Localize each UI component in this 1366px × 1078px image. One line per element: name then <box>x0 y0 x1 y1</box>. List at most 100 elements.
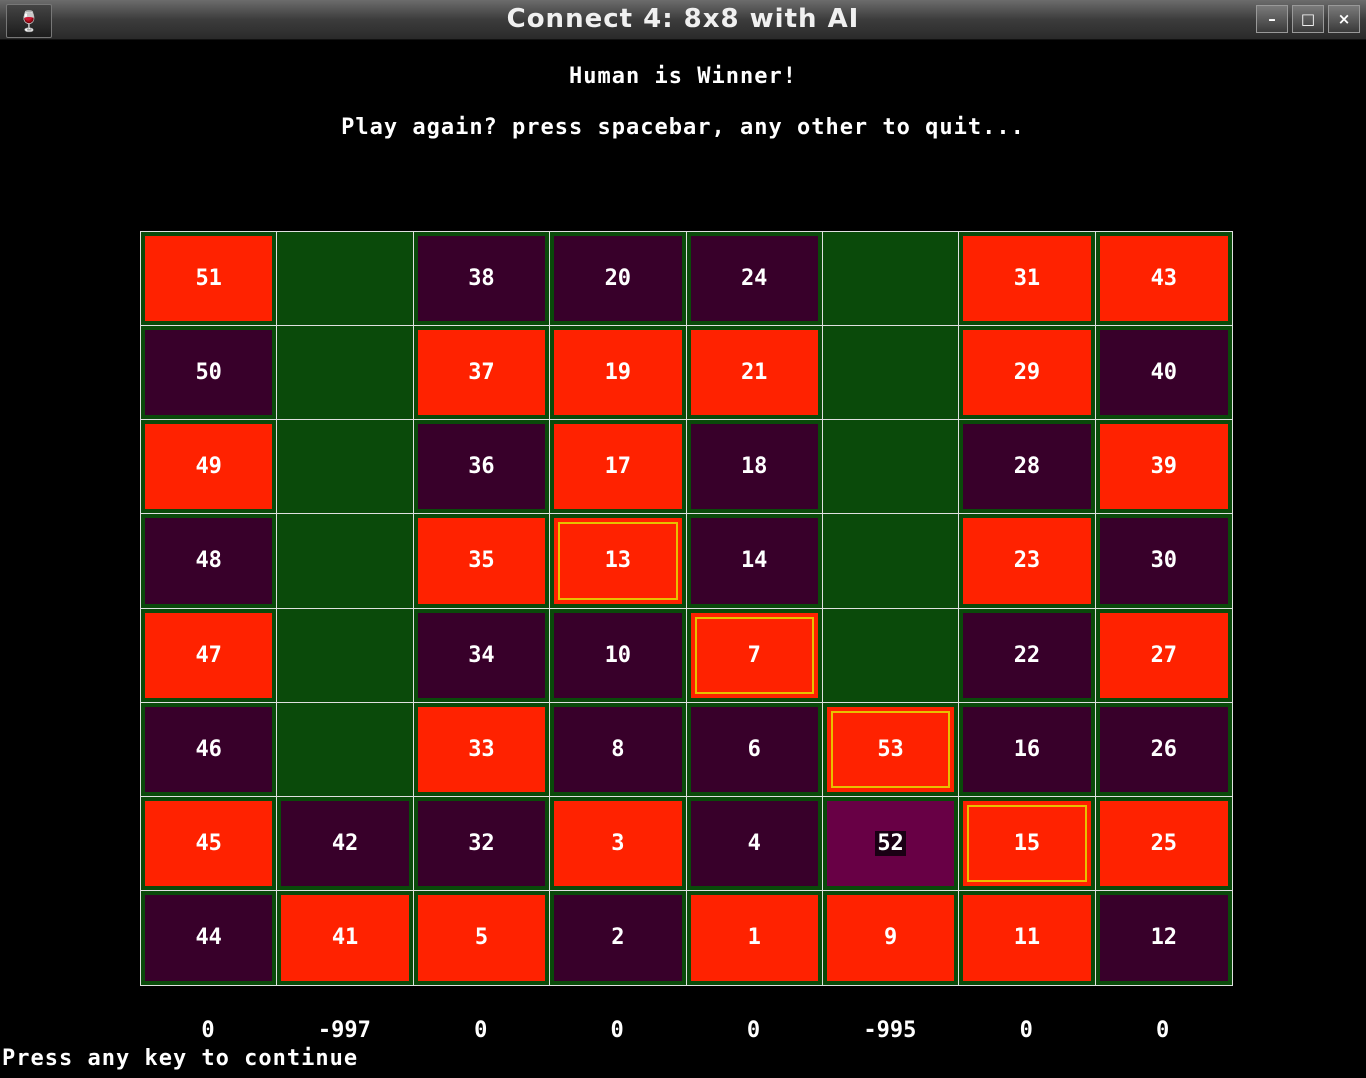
board-cell[interactable]: 5 <box>413 890 551 985</box>
board-cell[interactable]: 37 <box>413 326 551 421</box>
move-number: 48 <box>195 548 222 574</box>
board-cell[interactable] <box>277 420 414 515</box>
board-cell[interactable]: 27 <box>1095 608 1232 703</box>
board-cell[interactable]: 40 <box>1095 326 1232 421</box>
human-piece: 11 <box>963 894 1091 981</box>
board-cell[interactable]: 28 <box>959 420 1096 515</box>
board-cell[interactable]: 49 <box>141 420 278 515</box>
move-number: 15 <box>1013 830 1041 856</box>
board-cell[interactable]: 38 <box>413 232 551 327</box>
board-cell[interactable]: 17 <box>550 420 687 515</box>
board-cell[interactable]: 25 <box>1095 796 1232 891</box>
board-cell[interactable]: 47 <box>141 608 278 703</box>
board-cell[interactable] <box>277 232 414 327</box>
board-cell[interactable]: 21 <box>686 326 823 421</box>
board-cell[interactable]: 3 <box>550 796 687 891</box>
board-cell[interactable]: 53 <box>822 702 960 797</box>
board-cell[interactable] <box>277 514 414 609</box>
board-cell[interactable]: 44 <box>141 890 278 985</box>
board-cell[interactable]: 8 <box>550 702 687 797</box>
board-cell[interactable]: 41 <box>277 890 414 985</box>
board-cell[interactable]: 12 <box>1095 890 1232 985</box>
board-cell[interactable]: 42 <box>277 796 414 891</box>
board-cell[interactable]: 13 <box>550 514 687 609</box>
human-piece: 15 <box>963 800 1091 886</box>
ai-piece: 6 <box>690 706 818 792</box>
move-number: 33 <box>468 736 495 762</box>
board-cell[interactable]: 39 <box>1095 420 1232 515</box>
ai-piece: 38 <box>417 236 546 322</box>
window-controls: – □ × <box>1252 5 1360 33</box>
board-cell[interactable] <box>822 326 960 421</box>
maximize-icon[interactable]: □ <box>1292 5 1324 33</box>
board-cell[interactable]: 45 <box>141 796 278 891</box>
board-cell[interactable] <box>277 326 414 421</box>
move-number: 41 <box>331 925 359 951</box>
last-move-piece: 52 <box>826 800 955 886</box>
board-cell[interactable]: 10 <box>550 608 687 703</box>
board-cell[interactable]: 35 <box>413 514 551 609</box>
board-cell[interactable]: 9 <box>822 890 960 985</box>
board-cell[interactable]: 30 <box>1095 514 1232 609</box>
human-piece: 43 <box>1099 236 1228 322</box>
move-number: 45 <box>195 830 222 856</box>
board-cell[interactable] <box>277 608 414 703</box>
board-cell[interactable] <box>822 514 960 609</box>
move-number: 17 <box>604 454 632 480</box>
board-cell[interactable]: 32 <box>413 796 551 891</box>
board-cell[interactable]: 16 <box>959 702 1096 797</box>
minimize-icon[interactable]: – <box>1256 5 1288 33</box>
move-number: 35 <box>468 548 495 574</box>
board-cell[interactable]: 24 <box>686 232 823 327</box>
move-number: 44 <box>195 925 222 951</box>
game-board[interactable]: 51 38 20 24 31 43 50 37 19 21 29 40 49 36 17 18 28 39 48 35… <box>140 231 1233 986</box>
board-cell[interactable]: 52 <box>822 796 960 891</box>
close-icon[interactable]: × <box>1328 5 1360 33</box>
human-piece: 41 <box>281 894 409 981</box>
board-cell[interactable]: 36 <box>413 420 551 515</box>
board-cell[interactable]: 6 <box>686 702 823 797</box>
move-number: 13 <box>604 548 632 574</box>
board-cell[interactable]: 15 <box>959 796 1096 891</box>
wine-glass-icon[interactable]: 🍷 <box>6 4 52 38</box>
move-number: 18 <box>740 454 768 480</box>
board-cell[interactable]: 29 <box>959 326 1096 421</box>
board-cell[interactable]: 14 <box>686 514 823 609</box>
human-piece: 3 <box>554 800 682 886</box>
board-cell[interactable]: 1 <box>686 890 823 985</box>
board-cell[interactable]: 43 <box>1095 232 1232 327</box>
board-cell[interactable]: 48 <box>141 514 278 609</box>
board-cell[interactable]: 31 <box>959 232 1096 327</box>
board-cell[interactable]: 33 <box>413 702 551 797</box>
board-cell[interactable]: 7 <box>686 608 823 703</box>
move-number: 12 <box>1150 925 1178 951</box>
move-number: 32 <box>468 830 495 856</box>
ai-piece: 18 <box>690 424 818 510</box>
move-number: 40 <box>1150 360 1178 386</box>
board-cell[interactable]: 2 <box>550 890 687 985</box>
board-cell[interactable]: 20 <box>550 232 687 327</box>
human-piece: 47 <box>145 612 273 698</box>
human-piece: 23 <box>963 518 1091 604</box>
board-cell[interactable]: 4 <box>686 796 823 891</box>
human-piece: 49 <box>145 424 273 510</box>
move-number: 16 <box>1013 736 1041 762</box>
ai-piece: 48 <box>145 518 273 604</box>
board-cell[interactable]: 51 <box>141 232 278 327</box>
board-cell[interactable] <box>822 608 960 703</box>
board-cell[interactable]: 26 <box>1095 702 1232 797</box>
board-cell[interactable]: 11 <box>959 890 1096 985</box>
board-cell[interactable]: 22 <box>959 608 1096 703</box>
move-number: 9 <box>883 925 898 951</box>
move-number: 1 <box>747 925 761 951</box>
board-cell[interactable]: 34 <box>413 608 551 703</box>
board-cell[interactable]: 18 <box>686 420 823 515</box>
board-cell[interactable] <box>277 702 414 797</box>
board-cell[interactable] <box>822 232 960 327</box>
title-bar: 🍷 Connect 4: 8x8 with AI – □ × <box>0 0 1366 40</box>
board-cell[interactable] <box>822 420 960 515</box>
board-cell[interactable]: 19 <box>550 326 687 421</box>
board-cell[interactable]: 50 <box>141 326 278 421</box>
board-cell[interactable]: 46 <box>141 702 278 797</box>
board-cell[interactable]: 23 <box>959 514 1096 609</box>
